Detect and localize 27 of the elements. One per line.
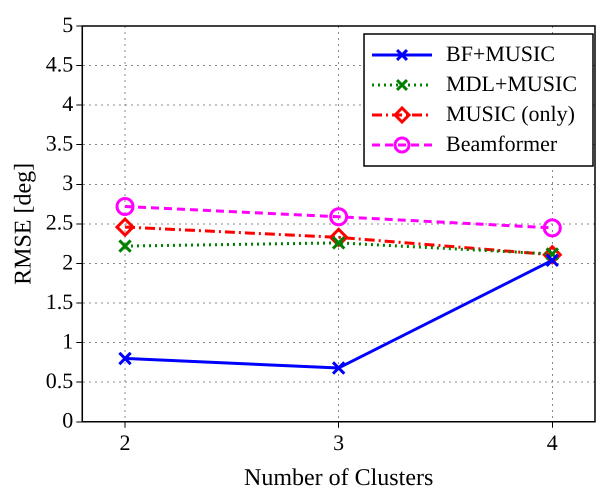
point — [329, 207, 348, 226]
legend-label: MDL+MUSIC — [446, 70, 578, 96]
y-axis-title: RMSE [deg] — [10, 162, 37, 285]
point — [118, 351, 132, 366]
y-tick-label: 2.5 — [46, 210, 74, 235]
point — [331, 360, 346, 376]
point — [116, 196, 135, 216]
x-tick-label: 3 — [333, 430, 344, 455]
legend-label: MUSIC (only) — [446, 100, 575, 126]
y-tick-label: 1 — [62, 328, 74, 354]
point — [542, 218, 562, 238]
y-tick-label: 5 — [62, 12, 74, 37]
y-tick-label: 0 — [62, 408, 74, 433]
y-tick-label: 0.5 — [46, 368, 74, 393]
y-tick-label: 4 — [62, 90, 74, 116]
y-tick-label: 3 — [62, 170, 74, 196]
x-axis-title: Number of Clusters — [244, 464, 434, 491]
legend-label: Beamformer — [446, 130, 558, 156]
y-tick-label: 1.5 — [46, 288, 74, 314]
y-tick-label: 4.5 — [46, 51, 74, 76]
legend-label: BF+MUSIC — [446, 40, 556, 66]
y-tick-label: 2 — [62, 249, 74, 274]
x-tick-label: 4 — [546, 430, 558, 455]
point — [116, 218, 135, 237]
y-tick-label: 3.5 — [46, 130, 74, 156]
x-tick-label: 2 — [120, 430, 131, 455]
point — [118, 238, 132, 254]
